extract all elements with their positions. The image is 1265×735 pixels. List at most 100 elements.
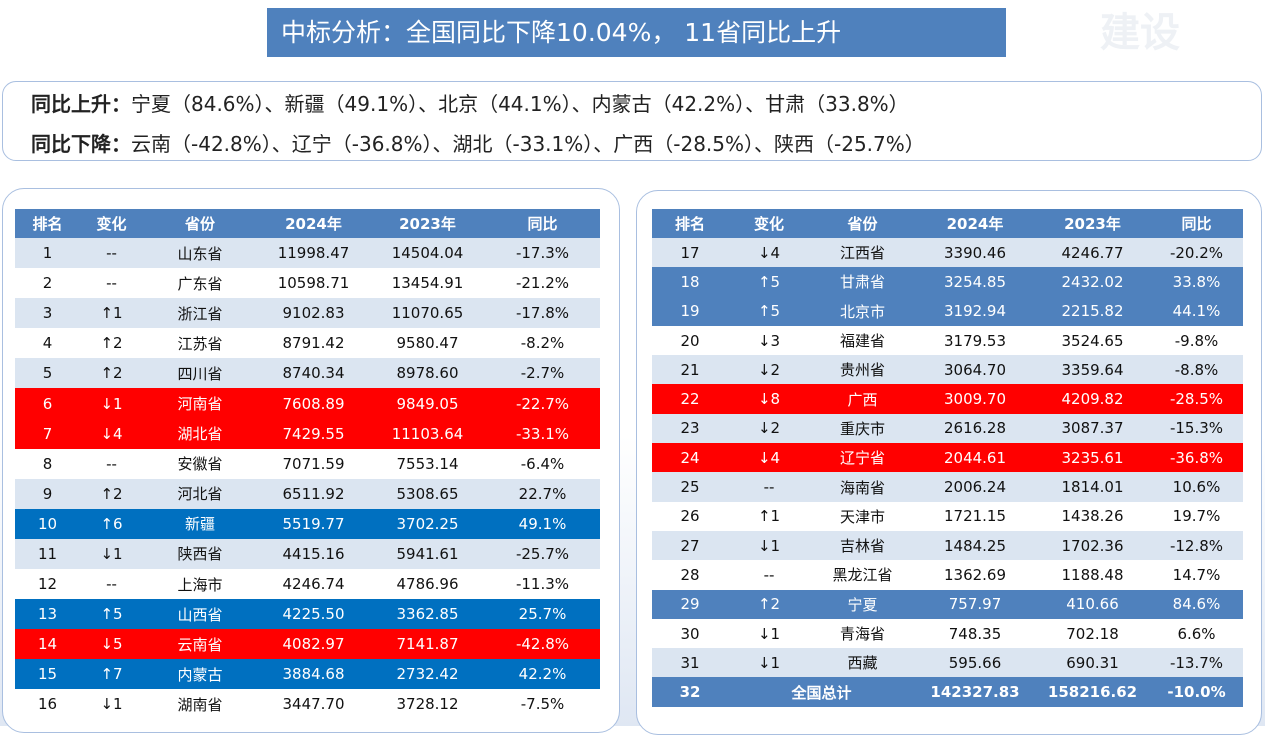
cell: 42.2% (485, 659, 600, 690)
cell: 1702.36 (1035, 530, 1150, 561)
cell: 内蒙古 (143, 659, 257, 690)
header-cell: 省份 (143, 209, 257, 238)
cell: ↑1 (80, 298, 143, 329)
cell: ↑7 (80, 659, 143, 690)
cell: -33.1% (485, 418, 600, 449)
cell: 9580.47 (370, 328, 485, 359)
cell: 14.7% (1150, 560, 1243, 590)
cell: 23 (652, 413, 728, 444)
cell: 2616.28 (915, 413, 1035, 444)
header-cell: 省份 (810, 209, 915, 238)
cell: 广西 (810, 384, 915, 414)
cell: 福建省 (810, 325, 915, 356)
cell: -12.8% (1150, 530, 1243, 561)
cell: 7608.89 (257, 388, 370, 419)
cell: 31 (652, 648, 728, 678)
cell: 410.66 (1035, 589, 1150, 619)
cell: 四川省 (143, 358, 257, 389)
header-cell: 同比 (1150, 209, 1243, 238)
data-table: 排名 变化 省份 2024年 2023年 同比 17 ↓4 江西省 3390.46 4246.77-… (652, 209, 1243, 707)
cell: -8.8% (1150, 355, 1243, 385)
table-row: 18 ↑5 甘肃省 3254.85 2432.02 33.8% (652, 267, 1243, 297)
cell: 3728.12 (370, 689, 485, 720)
cell: 2 (15, 268, 80, 299)
cell: 3064.70 (915, 355, 1035, 385)
cell: ↓4 (80, 418, 143, 449)
title: 中标分析：全国同比下降10.04%， 11省同比上升 (267, 8, 1006, 57)
cell: ↓4 (728, 238, 810, 268)
cell: 8791.42 (257, 328, 370, 359)
cell: 4209.82 (1035, 384, 1150, 414)
cell: 海南省 (810, 472, 915, 502)
cell: ↓1 (80, 689, 143, 720)
cell: 595.66 (915, 648, 1035, 678)
cell: 702.18 (1035, 618, 1150, 649)
cell: 748.35 (915, 618, 1035, 649)
cell: 河北省 (143, 478, 257, 509)
cell: 30 (652, 618, 728, 649)
table-row: 15 ↑7 内蒙古 3884.68 2732.42 42.2% (15, 659, 600, 690)
cell: 20 (652, 325, 728, 356)
cell: ↓1 (80, 538, 143, 570)
cell: 2006.24 (915, 472, 1035, 502)
cell: 22 (652, 384, 728, 414)
cell: 1438.26 (1035, 501, 1150, 531)
cell: -6.4% (485, 448, 600, 479)
cell: 3235.61 (1035, 443, 1150, 473)
cell: 25.7% (485, 599, 600, 630)
cell: 贵州省 (810, 355, 915, 385)
cell: 3362.85 (370, 599, 485, 630)
cell: 辽宁省 (810, 443, 915, 473)
cell: 142327.83 (915, 677, 1035, 707)
cell: 上海市 (143, 569, 257, 600)
header-row: 排名 变化 省份 2024年 2023年 同比 (15, 209, 600, 238)
cell: 甘肃省 (810, 267, 915, 297)
cell: 8978.60 (370, 358, 485, 389)
cell: 7141.87 (370, 629, 485, 660)
cell: 8 (15, 448, 80, 479)
cell: 北京市 (810, 296, 915, 326)
header-cell: 变化 (728, 209, 810, 238)
table-row: 26 ↑1 天津市 1721.15 1438.26 19.7% (652, 501, 1243, 531)
cell: 1814.01 (1035, 472, 1150, 502)
cell: 湖北省 (143, 418, 257, 449)
cell: 4082.97 (257, 629, 370, 660)
cell: 10.6% (1150, 472, 1243, 502)
cell: 8740.34 (257, 358, 370, 389)
cell: 3702.25 (370, 508, 485, 539)
cell: 5519.77 (257, 508, 370, 539)
cell: -36.8% (1150, 443, 1243, 473)
cell: 1362.69 (915, 560, 1035, 590)
cell: 湖南省 (143, 689, 257, 720)
cell: 33.8% (1150, 267, 1243, 297)
cell: 11 (15, 538, 80, 570)
cell: 7553.14 (370, 448, 485, 479)
cell: 11103.64 (370, 418, 485, 449)
cell: ↓1 (728, 648, 810, 678)
cell: 3179.53 (915, 325, 1035, 356)
cell: 2432.02 (1035, 267, 1150, 297)
header-cell: 2023年 (370, 209, 485, 238)
table-row: 5 ↑2 四川省 8740.34 8978.60 -2.7% (15, 358, 600, 389)
table-row: 1 -- 山东省 11998.47 14504.04 -17.3% (15, 238, 600, 269)
table-row: 22 ↓8 广西 3009.70 4209.82 -28.5% (652, 384, 1243, 414)
cell: 5941.61 (370, 538, 485, 570)
table-row: 3 ↑1 浙江省 9102.83 11070.65 -17.8% (15, 298, 600, 329)
table-row: 8 -- 安徽省 7071.59 7553.14 -6.4% (15, 448, 600, 479)
cell: 9102.83 (257, 298, 370, 329)
cell: 3447.70 (257, 689, 370, 720)
header-cell: 2024年 (257, 209, 370, 238)
label: 同比上升： (31, 92, 131, 116)
cell: ↓4 (728, 443, 810, 473)
cell: 重庆市 (810, 413, 915, 444)
cell: -42.8% (485, 629, 600, 660)
table-row: 31 ↓1 西藏 595.66 690.31 -13.7% (652, 648, 1243, 678)
cell: 4415.16 (257, 538, 370, 570)
header-row: 排名 变化 省份 2024年 2023年 同比 (652, 209, 1243, 238)
cell: 28 (652, 560, 728, 590)
table-row: 21 ↓2 贵州省 3064.70 3359.64 -8.8% (652, 355, 1243, 385)
table-row: 23 ↓2 重庆市 2616.28 3087.37 -15.3% (652, 413, 1243, 444)
cell: 10598.71 (257, 268, 370, 299)
cell: ↑2 (80, 328, 143, 359)
